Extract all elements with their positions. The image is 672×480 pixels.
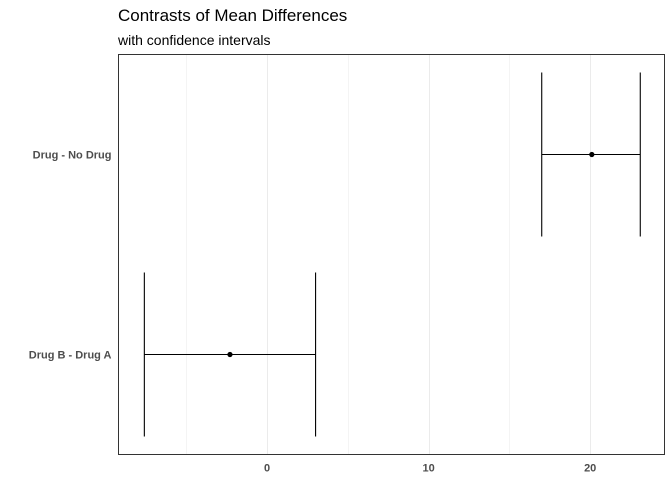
y-axis-labels: Drug - No Drug Drug B - Drug A [29, 150, 112, 362]
x-tick-label: 10 [423, 463, 435, 475]
y-category-label: Drug - No Drug [33, 150, 112, 162]
estimate-point [227, 351, 233, 358]
chart-title: Contrasts of Mean Differences [118, 6, 348, 25]
x-tick-label: 20 [584, 463, 596, 475]
panel-border [118, 54, 665, 455]
x-tick-label: 0 [264, 463, 270, 475]
chart-subtitle: with confidence intervals [118, 32, 271, 48]
y-category-label: Drug B - Drug A [29, 350, 112, 362]
grid-layer [186, 54, 591, 455]
marks-layer [143, 72, 641, 437]
estimate-point [589, 151, 595, 158]
x-axis-labels: 0 10 20 [264, 463, 596, 475]
